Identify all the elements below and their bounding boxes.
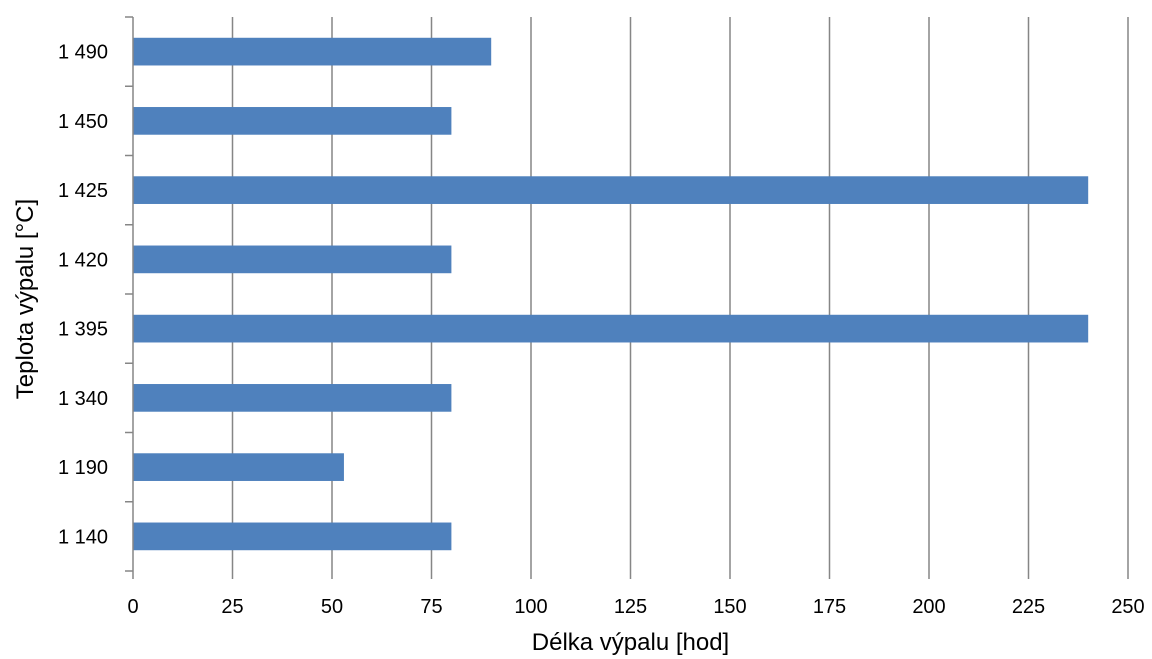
y-axis-title: Teplota výpalu [°C] (12, 199, 39, 399)
y-tick-label: 1 420 (58, 249, 108, 271)
bar (133, 107, 452, 135)
bars (133, 37, 1089, 551)
grid-lines (231, 17, 1129, 571)
y-tick-label: 1 395 (58, 319, 108, 341)
x-tick-label: 250 (1111, 596, 1144, 618)
y-tick-label: 1 340 (58, 388, 108, 410)
x-tick-label: 150 (713, 596, 746, 618)
x-tick-label: 25 (221, 596, 243, 618)
y-tick-label: 1 450 (58, 111, 108, 133)
bar (133, 176, 1089, 204)
bar (133, 37, 492, 66)
y-tick-label: 1 425 (58, 180, 108, 202)
axes (125, 16, 1129, 579)
bar (133, 522, 452, 551)
y-tick-label: 1 140 (58, 526, 108, 548)
bar (133, 384, 452, 412)
x-tick-label: 50 (321, 596, 343, 618)
bar (133, 453, 344, 481)
bar (133, 245, 452, 274)
x-tick-label: 100 (514, 596, 547, 618)
y-tick-label: 1 190 (58, 457, 108, 479)
x-tick-label: 0 (127, 596, 138, 618)
y-tick-label: 1 490 (58, 42, 108, 64)
x-tick-label: 175 (813, 596, 846, 618)
x-tick-label: 75 (420, 596, 442, 618)
x-tick-label: 125 (614, 596, 647, 618)
bar (133, 314, 1089, 343)
tick-labels: 0 25 50 75 100 125 150 175 200 225 250 1 140 1 190 1 … (58, 42, 1145, 618)
x-tick-label: 225 (1012, 596, 1045, 618)
x-tick-label: 200 (912, 596, 945, 618)
x-axis-title: Délka výpalu [hod] (532, 629, 729, 656)
